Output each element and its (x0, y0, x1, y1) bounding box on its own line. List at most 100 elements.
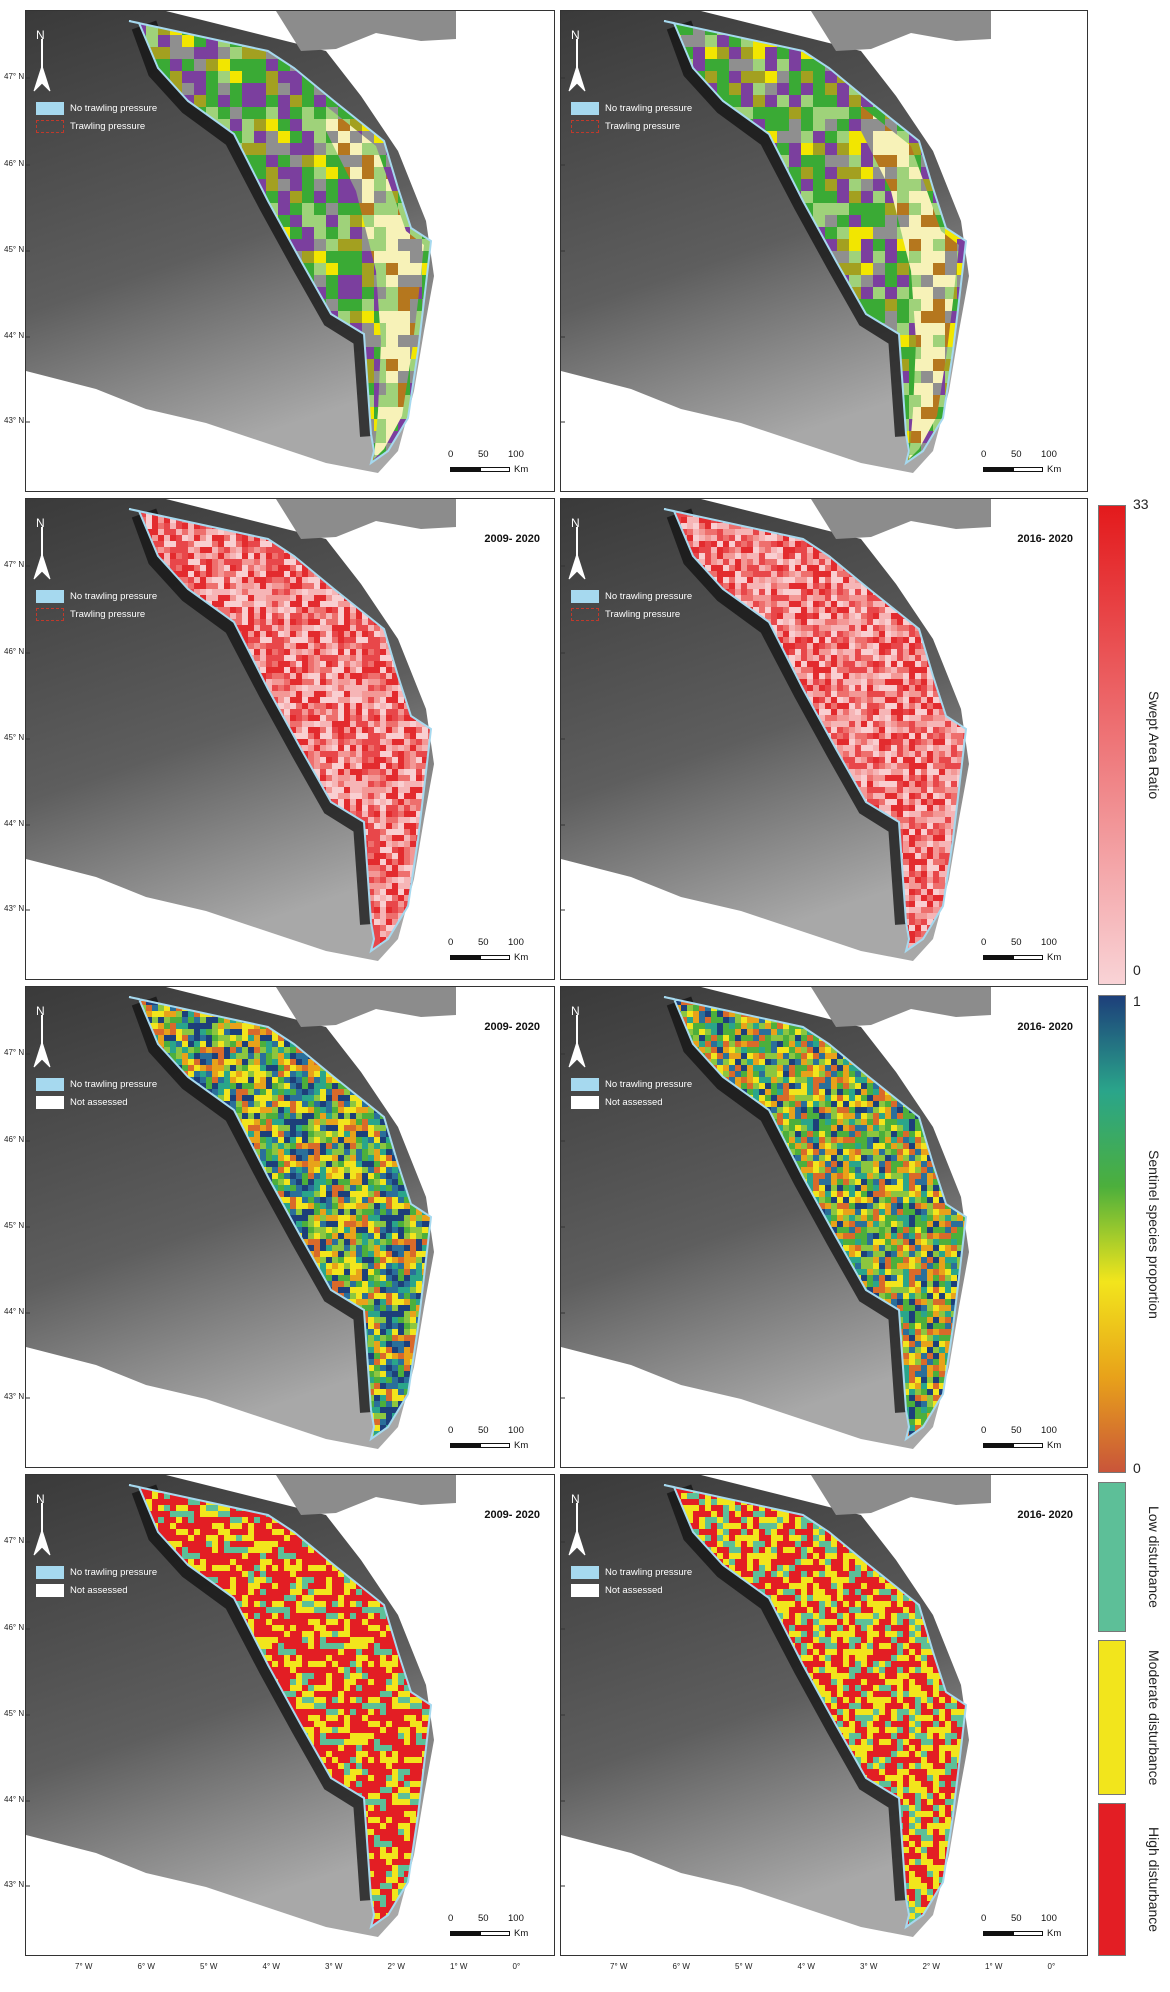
scale-black (983, 955, 1013, 960)
disturbance-class-label: Low disturbance (1146, 1506, 1162, 1608)
lat-label: 43° N (4, 416, 25, 425)
scale-black (983, 1443, 1013, 1448)
legend-label: No trawling pressure (605, 102, 693, 114)
scale-tick: 0 (981, 449, 987, 460)
scale-bar: 0 50 100 Km (448, 937, 540, 967)
scale-white (480, 1931, 510, 1936)
disturbance-class-swatch (1098, 1482, 1126, 1632)
map-legend: No trawling pressure Trawling pressure (571, 587, 692, 623)
north-arrow-icon: N (568, 1004, 586, 1068)
north-label: N (571, 28, 580, 42)
map-canvas: N (561, 987, 991, 1449)
legend-swatch (36, 101, 64, 115)
north-label: N (36, 28, 45, 42)
north-label: N (571, 516, 580, 530)
lat-label: 45° N (4, 733, 25, 742)
scale-tick: 100 (508, 1913, 524, 1924)
legend-item: Not assessed (36, 1581, 157, 1599)
lat-label: 47° N (4, 72, 25, 81)
map-panel: N 2016- 2020 No trawling pressure Not asses… (560, 986, 1088, 1468)
north-arrow-icon: N (33, 1492, 51, 1556)
scale-tick: 100 (1041, 1913, 1057, 1924)
map-legend: No trawling pressure Trawling pressure (36, 587, 157, 623)
map-legend: No trawling pressure Trawling pressure (36, 99, 157, 135)
scale-bar: 0 50 100 Km (448, 1425, 540, 1455)
sentinel-species-title: Sentinel species proportion (1146, 1149, 1162, 1319)
lat-label: 44° N (4, 331, 25, 340)
land-brittany (811, 499, 991, 539)
legend-swatch (36, 1077, 64, 1091)
map-legend: No trawling pressure Not assessed (571, 1075, 692, 1111)
scale-white (1013, 955, 1043, 960)
lat-label: 43° N (4, 1392, 25, 1401)
lat-label: 46° N (4, 1135, 25, 1144)
legend-swatch (36, 607, 64, 621)
colorbar-min: 0 (1133, 1460, 1141, 1476)
scale-tick: 50 (478, 1425, 489, 1436)
map-legend: No trawling pressure Not assessed (36, 1563, 157, 1599)
north-arrow-icon: N (568, 28, 586, 92)
land-brittany (811, 987, 991, 1027)
legend-label: No trawling pressure (70, 102, 158, 114)
lon-label: 1° W (450, 1962, 468, 1971)
legend-item: No trawling pressure (36, 1075, 157, 1093)
scale-white (1013, 1443, 1043, 1448)
lon-label: 7° W (75, 1962, 93, 1971)
lat-label: 43° N (4, 904, 25, 913)
shelf-sentinel-layer (128, 996, 433, 1442)
shelf-swept-layer (663, 508, 968, 954)
period-label: 2009- 2020 (484, 1021, 540, 1033)
scale-tick: 50 (1011, 1425, 1022, 1436)
scale-black (450, 467, 480, 472)
scale-black (450, 1443, 480, 1448)
lon-label: 2° W (922, 1962, 940, 1971)
scale-bar: 0 50 100 Km (448, 1913, 540, 1943)
legend-item: No trawling pressure (571, 1563, 692, 1581)
lat-label: 45° N (4, 1221, 25, 1230)
lon-label: 0° (1047, 1962, 1056, 1971)
lon-label: 4° W (797, 1962, 815, 1971)
legend-label: Trawling pressure (605, 608, 681, 620)
coastal-habitat-layer (861, 106, 959, 459)
map-panel: N No trawling pressure Trawling pressure 0 5… (25, 10, 555, 492)
map-canvas: N (26, 499, 456, 961)
lat-label: 43° N (4, 1880, 25, 1889)
legend-label: Trawling pressure (605, 120, 681, 132)
shelf-swept-layer (128, 508, 433, 954)
scale-tick: 0 (981, 1425, 987, 1436)
north-label: N (36, 516, 45, 530)
legend-swatch (571, 1095, 599, 1109)
lat-label: 47° N (4, 1536, 25, 1545)
legend-item: No trawling pressure (36, 587, 157, 605)
legend-item: No trawling pressure (36, 1563, 157, 1581)
scale-tick: 50 (478, 937, 489, 948)
scale-tick: 50 (1011, 937, 1022, 948)
land-brittany (811, 1475, 991, 1515)
lat-label: 46° N (4, 159, 25, 168)
legend-swatch (36, 1583, 64, 1597)
disturbance-class-swatch (1098, 1640, 1126, 1795)
scale-black (450, 1931, 480, 1936)
period-label: 2009- 2020 (484, 533, 540, 545)
lon-label: 7° W (610, 1962, 628, 1971)
scale-tick: 50 (1011, 1913, 1022, 1924)
north-arrow-icon: N (568, 516, 586, 580)
lon-label: 0° (512, 1962, 521, 1971)
legend-swatch (36, 1095, 64, 1109)
scale-tick: 0 (981, 1913, 987, 1924)
scale-black (450, 955, 480, 960)
legend-swatch (571, 589, 599, 603)
lat-label: 44° N (4, 819, 25, 828)
lat-label: 46° N (4, 647, 25, 656)
legend-label: Trawling pressure (70, 608, 146, 620)
scale-tick: 100 (508, 1425, 524, 1436)
map-canvas: N (26, 11, 456, 473)
scale-tick: 100 (508, 449, 524, 460)
disturbance-class-swatch (1098, 1803, 1126, 1956)
legend-label: Not assessed (605, 1584, 663, 1596)
legend-item: Not assessed (36, 1093, 157, 1111)
map-panel: N 2016- 2020 No trawling pressure Trawling … (560, 498, 1088, 980)
lon-label: 4° W (262, 1962, 280, 1971)
legend-label: Trawling pressure (70, 120, 146, 132)
legend-item: Not assessed (571, 1581, 692, 1599)
